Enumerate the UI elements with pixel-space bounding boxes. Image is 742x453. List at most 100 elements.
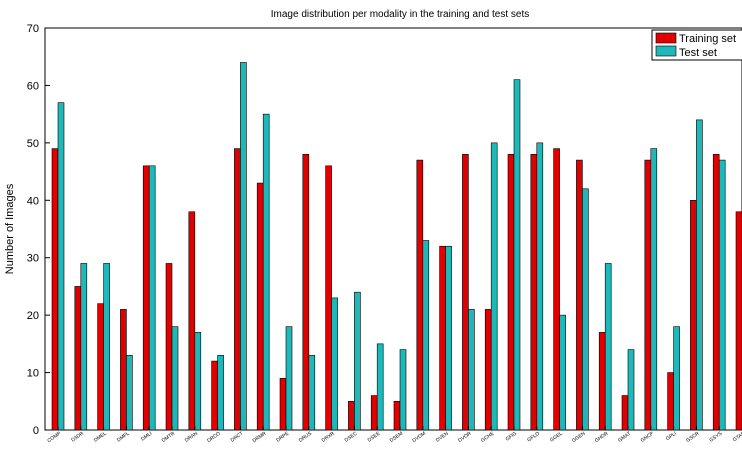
bar-training — [712, 154, 720, 431]
x-tick-label: DSEE — [367, 430, 382, 443]
x-tick-label: DMTR — [161, 431, 177, 444]
x-tick-label: GCHE — [480, 430, 496, 444]
bar-training — [211, 360, 218, 431]
x-tick-label: GFIG — [505, 431, 519, 443]
x-tick-label: DRXR — [321, 431, 336, 444]
bar-test — [262, 113, 270, 431]
bar-test — [354, 291, 361, 431]
bar-test — [126, 355, 133, 431]
bar-training — [462, 154, 469, 431]
bar-test — [513, 79, 521, 431]
bar-training — [621, 395, 629, 431]
bar-test — [468, 309, 475, 431]
x-tick-label: DRPE — [275, 430, 290, 443]
bar-training — [439, 245, 446, 431]
bar-test — [718, 159, 726, 431]
bar-training — [51, 148, 59, 431]
bar-training — [690, 199, 697, 431]
bar-training — [348, 400, 355, 431]
y-tick-label: 40 — [27, 195, 39, 207]
x-tick-label: DVOR — [457, 431, 473, 444]
bar-training — [416, 159, 424, 431]
y-tick-label: 20 — [27, 310, 39, 322]
y-tick-label: 30 — [27, 253, 39, 265]
bar-training — [735, 211, 742, 431]
y-tick-label: 70 — [27, 23, 39, 35]
x-tick-label: DVEN — [435, 431, 450, 444]
x-tick-label: GSYS — [709, 430, 724, 443]
bar-test — [308, 355, 316, 431]
x-tick-label: DRMR — [252, 431, 268, 445]
bar-training — [370, 395, 378, 431]
bar-test — [103, 263, 110, 431]
chart-title: Image distribution per modality in the t… — [271, 9, 529, 20]
bar-test — [490, 142, 498, 431]
bar-test — [57, 102, 65, 431]
bar-test — [399, 349, 407, 431]
bar-training — [598, 332, 606, 431]
x-tick-label: GMAT — [617, 431, 632, 444]
x-tick-label: DMLI — [140, 431, 153, 443]
x-tick-label: DSEC — [344, 431, 359, 444]
legend-label-training: Training set — [679, 33, 736, 45]
bar-test — [696, 119, 703, 431]
bar-training — [325, 165, 332, 431]
y-tick-label: 0 — [33, 425, 39, 437]
x-tick-label: GTAB — [732, 430, 742, 443]
x-tick-label: DRCO — [206, 431, 222, 444]
x-tick-label: DRUS — [298, 430, 314, 443]
bar-training — [234, 148, 241, 431]
bar-training — [553, 148, 560, 431]
bar-test — [536, 142, 544, 431]
bar-test — [331, 297, 338, 431]
x-tick-label: DRAN — [184, 431, 199, 444]
x-tick-label: DSEM — [389, 431, 404, 444]
bar-test — [582, 188, 589, 431]
bar-test — [171, 326, 179, 431]
bar-training — [142, 165, 150, 431]
x-tick-label: GFLO — [526, 431, 541, 444]
legend-label-test: Test set — [679, 47, 717, 59]
legend-swatch-training — [655, 32, 677, 44]
x-tick-label: GHDR — [594, 431, 610, 445]
y-tick-label: 60 — [27, 80, 39, 92]
bar-test — [627, 349, 635, 431]
plot-area: 0 10 20 30 40 50 60 70 COMP D3DR DMEL DMFL DMLI DMTR… — [27, 23, 742, 444]
bar-training — [644, 159, 652, 431]
plot-frame — [44, 27, 742, 431]
bar-test — [80, 263, 88, 431]
x-tick-label: DMFL — [116, 431, 131, 444]
bar-test — [445, 245, 452, 431]
bar-training — [188, 211, 196, 431]
y-axis-ticks: 0 10 20 30 40 50 60 70 — [27, 23, 50, 437]
x-tick-label: GGEN — [571, 431, 587, 445]
bar-test — [285, 326, 293, 431]
bar-training — [97, 303, 104, 431]
y-axis-label: Number of Images — [4, 183, 16, 274]
x-tick-label: DVDM — [411, 431, 427, 444]
bar-training — [120, 309, 127, 431]
bar-test — [194, 332, 202, 431]
x-tick-label: GPLI — [665, 431, 678, 442]
x-tick-label: D3DR — [70, 431, 85, 444]
bar-training — [74, 286, 82, 431]
bar-training — [256, 182, 264, 431]
bar-test — [240, 62, 247, 431]
bar-test — [148, 165, 156, 431]
y-tick-label: 10 — [27, 368, 39, 380]
bar-training — [279, 378, 287, 431]
bars — [51, 62, 742, 431]
bar-training — [484, 309, 492, 431]
bar-training — [507, 154, 515, 431]
bar-training — [302, 154, 310, 431]
x-tick-label: DRCT — [230, 431, 245, 444]
legend-swatch-test — [655, 45, 677, 57]
bar-test — [650, 148, 658, 431]
legend: Training set Test set — [651, 29, 742, 61]
bar-test — [604, 263, 612, 431]
bar-training — [530, 154, 538, 431]
x-tick-label: COMP — [46, 430, 62, 444]
bar-test — [376, 343, 384, 431]
bar-test — [217, 355, 224, 431]
